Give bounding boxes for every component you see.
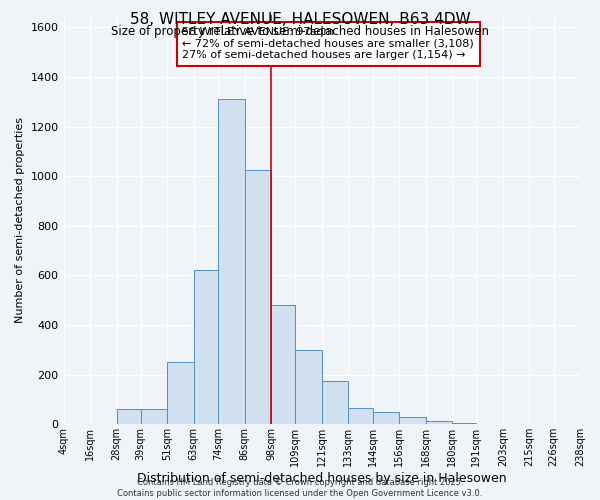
Bar [322, 381, 348, 424]
Bar [167, 362, 194, 424]
Bar [194, 270, 218, 424]
Bar [295, 350, 322, 424]
Bar [116, 410, 141, 424]
Bar [141, 410, 167, 424]
Text: Size of property relative to semi-detached houses in Halesowen: Size of property relative to semi-detach… [111, 25, 489, 38]
Text: 58, WITLEY AVENUE, HALESOWEN, B63 4DW: 58, WITLEY AVENUE, HALESOWEN, B63 4DW [130, 12, 470, 28]
Text: 58 WITLEY AVENUE: 97sqm
← 72% of semi-detached houses are smaller (3,108)
27% of: 58 WITLEY AVENUE: 97sqm ← 72% of semi-de… [182, 28, 474, 60]
Bar [271, 305, 295, 424]
Bar [452, 423, 476, 424]
Bar [399, 417, 425, 424]
Bar [373, 412, 399, 424]
Text: Contains HM Land Registry data © Crown copyright and database right 2025.
Contai: Contains HM Land Registry data © Crown c… [118, 478, 482, 498]
Bar [348, 408, 373, 424]
X-axis label: Distribution of semi-detached houses by size in Halesowen: Distribution of semi-detached houses by … [137, 472, 506, 485]
Bar [218, 100, 245, 424]
Bar [425, 420, 452, 424]
Bar [245, 170, 271, 424]
Y-axis label: Number of semi-detached properties: Number of semi-detached properties [15, 116, 25, 322]
